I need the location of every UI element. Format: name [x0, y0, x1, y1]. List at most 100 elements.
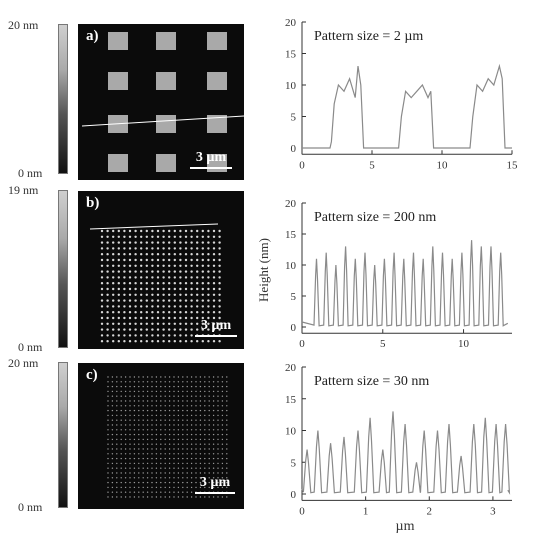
afm-dot — [123, 241, 126, 244]
y-tick-label: 0 — [291, 322, 297, 334]
afm-dot — [168, 311, 171, 314]
y-tick-label: 0 — [291, 489, 297, 501]
afm-dot — [217, 438, 219, 441]
afm-dot — [112, 282, 115, 285]
afm-dot — [107, 453, 109, 455]
afm-dot — [146, 457, 149, 460]
afm-dot — [196, 253, 199, 256]
afm-dot — [184, 316, 188, 320]
afm-dot — [140, 253, 143, 256]
afm-dot — [168, 299, 171, 302]
afm-dot — [217, 472, 219, 474]
afm-dot — [107, 481, 109, 484]
afm-dot — [116, 448, 118, 450]
afm-dot — [151, 340, 154, 343]
afm-dot — [199, 481, 202, 484]
afm-dot — [207, 322, 210, 325]
afm-dot — [151, 453, 153, 455]
afm-dot — [168, 395, 171, 397]
afm-dot — [155, 390, 158, 393]
afm-dot — [199, 429, 202, 431]
afm-dot — [164, 429, 166, 431]
afm-dot — [212, 462, 215, 465]
afm-dot — [182, 400, 184, 402]
afm-dot — [184, 247, 188, 250]
afm-dot — [207, 229, 210, 233]
afm-dot — [162, 293, 165, 296]
scale-bar-label: 3 µm — [195, 150, 227, 165]
afm-dot — [128, 282, 132, 285]
afm-dot — [107, 457, 109, 460]
afm-dot — [151, 496, 153, 498]
afm-dot — [146, 405, 149, 407]
afm-dot — [146, 395, 149, 397]
afm-dot — [195, 453, 197, 455]
afm-dot — [190, 385, 193, 388]
afm-dot — [190, 229, 193, 233]
afm-dot — [151, 438, 153, 441]
afm-dot — [190, 496, 193, 498]
afm-dot — [190, 258, 193, 262]
afm-dot — [199, 467, 202, 469]
afm-dot — [106, 247, 109, 250]
afm-dot — [117, 311, 120, 314]
afm-dot — [107, 424, 109, 426]
afm-dot — [133, 400, 136, 402]
afm-dot — [146, 472, 149, 474]
afm-dot — [142, 496, 144, 498]
afm-dot — [190, 305, 193, 308]
afm-dot — [162, 287, 165, 291]
afm-dot — [173, 322, 176, 325]
afm-dot — [168, 340, 171, 343]
afm-dot — [164, 400, 166, 402]
afm-dot — [116, 486, 118, 489]
afm-dot — [195, 409, 197, 412]
afm-dot — [151, 287, 154, 291]
afm-dot — [160, 405, 162, 407]
afm-dot — [146, 491, 149, 493]
afm-dot — [106, 299, 109, 302]
afm-dot — [208, 400, 210, 402]
afm-dot — [204, 433, 206, 436]
afm-dot — [168, 316, 171, 320]
afm-dot — [107, 400, 109, 402]
afm-dot — [128, 328, 132, 331]
afm-dot — [128, 235, 132, 238]
afm-dot — [151, 385, 153, 388]
afm-dot — [208, 496, 210, 498]
afm-dot — [218, 241, 221, 244]
afm-dot — [129, 462, 131, 465]
afm-dot — [120, 376, 122, 378]
afm-dot — [162, 241, 165, 244]
afm-dot — [184, 241, 188, 244]
afm-dot — [142, 462, 144, 465]
afm-square — [108, 72, 128, 90]
afm-dot — [164, 491, 166, 493]
afm-dot — [182, 477, 184, 479]
afm-dot — [208, 419, 210, 421]
afm-dot — [201, 287, 204, 291]
afm-dot — [184, 328, 188, 331]
afm-dot — [218, 316, 221, 320]
afm-dot — [182, 429, 184, 431]
afm-dot — [164, 472, 166, 474]
colorbar-top-label: 20 nm — [8, 18, 39, 32]
afm-dot — [133, 448, 136, 450]
afm-dot — [217, 433, 219, 436]
afm-dot — [140, 305, 143, 308]
afm-dot — [190, 376, 193, 378]
afm-dot — [120, 453, 122, 455]
afm-dot — [151, 322, 154, 325]
afm-dot — [133, 414, 136, 417]
afm-dot — [182, 376, 184, 378]
y-tick-label: 5 — [291, 291, 297, 303]
afm-dot — [195, 395, 197, 397]
afm-dot — [207, 282, 210, 285]
afm-dot — [133, 381, 136, 383]
afm-dot — [151, 405, 153, 407]
afm-dot — [151, 457, 153, 460]
afm-dot — [177, 472, 180, 474]
afm-dot — [146, 462, 149, 465]
afm-dot — [138, 448, 140, 450]
afm-dot — [123, 276, 126, 279]
